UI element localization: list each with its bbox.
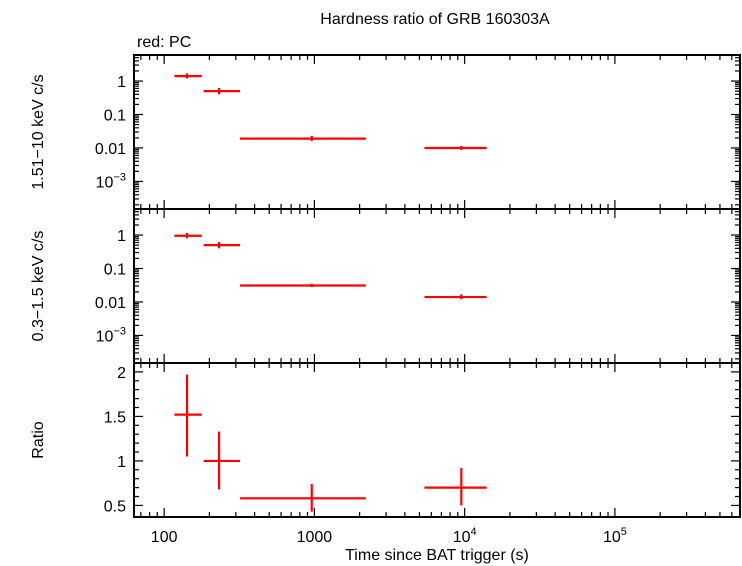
y-axis-label: 1.51−10 keV c/s [30, 74, 47, 189]
y-tick-label: 1 [117, 228, 126, 245]
y-tick-label-exponent: −3 [113, 171, 126, 183]
x-tick-label: 100 [151, 529, 178, 546]
data-point [174, 374, 202, 457]
data-point [424, 145, 487, 150]
panel-frame [133, 362, 741, 518]
data-point [203, 241, 241, 249]
panel-soft: 0.3−1.5 keV c/s 1 0.1 0.01 10−3 [30, 208, 741, 364]
y-tick-label: 2 [117, 365, 126, 382]
y-tick-label: 1 [117, 454, 126, 471]
panel-ratio: Ratio 2 1.5 1 0.5 [30, 362, 741, 518]
y-tick-label: 0.01 [95, 295, 126, 312]
chart-title: Hardness ratio of GRB 160303A [320, 11, 550, 28]
data-point [203, 87, 241, 95]
panel-frame [133, 208, 741, 364]
x-tick-label: 104 [453, 526, 477, 546]
y-tick-label: 0.5 [104, 498, 126, 515]
data-point [424, 294, 487, 300]
data-point [240, 283, 366, 288]
y-tick-label: 10−3 [96, 325, 126, 345]
data-point [240, 484, 366, 512]
data-point [240, 135, 366, 142]
data-point [424, 468, 487, 506]
panel-frame [133, 54, 741, 210]
x-tick-label-exponent: 5 [621, 526, 627, 538]
data-point [174, 73, 202, 79]
x-tick-label-exponent: 4 [470, 526, 476, 538]
data-point [203, 431, 241, 490]
y-tick-label: 10−3 [96, 171, 126, 191]
y-tick-label: 0.1 [104, 262, 126, 279]
x-axis-label: Time since BAT trigger (s) [345, 547, 529, 564]
data-point [174, 233, 202, 239]
x-tick-label: 105 [603, 526, 627, 546]
panel-hard: 1.51−10 keV c/s 1 0.1 0.01 10−3 [30, 54, 741, 210]
chart-subtitle: red: PC [137, 34, 191, 51]
y-axis-label: 0.3−1.5 keV c/s [30, 231, 47, 342]
y-tick-label: 0.01 [95, 141, 126, 158]
y-tick-label-exponent: −3 [113, 325, 126, 337]
y-tick-label: 0.1 [104, 108, 126, 125]
y-axis-label: Ratio [30, 421, 47, 458]
x-tick-label: 1000 [297, 529, 333, 546]
y-tick-label: 1 [117, 74, 126, 91]
y-tick-label: 1.5 [104, 409, 126, 426]
